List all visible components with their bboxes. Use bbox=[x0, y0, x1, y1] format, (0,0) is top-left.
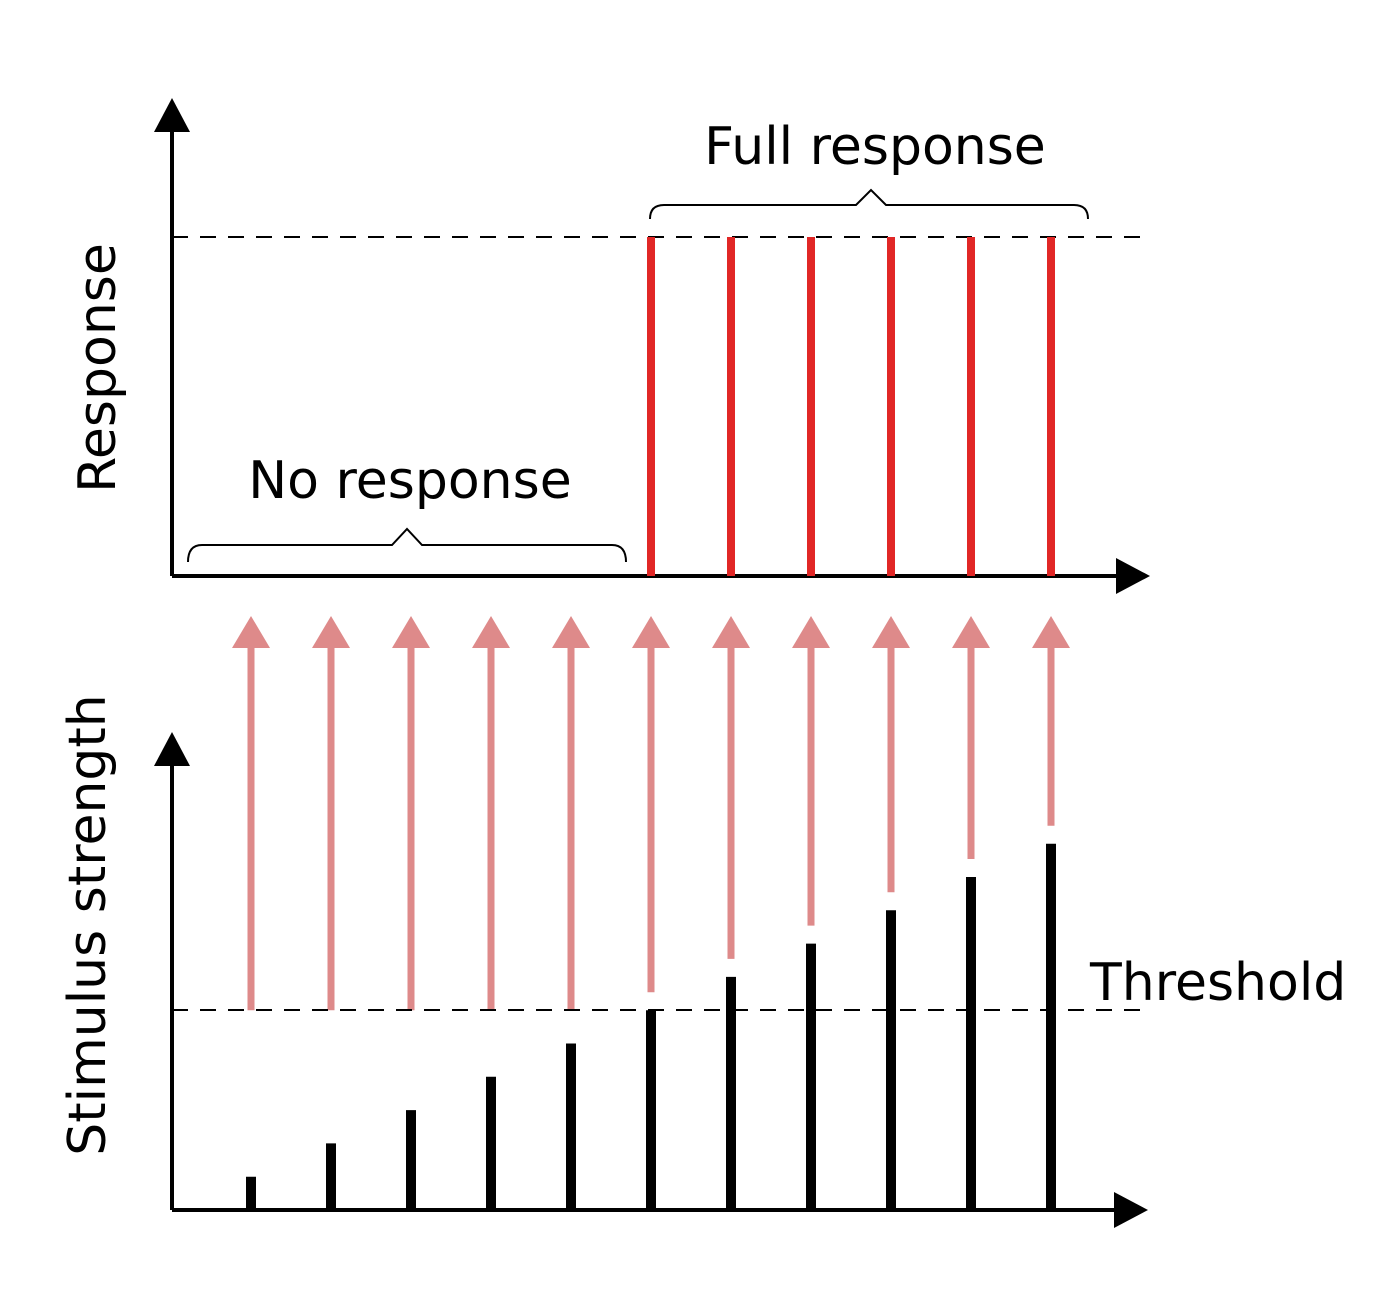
transmission-arrowhead bbox=[872, 616, 910, 648]
response-y-axis-arrowhead bbox=[154, 98, 190, 132]
threshold-label: Threshold bbox=[1089, 953, 1346, 1013]
transmission-arrowhead bbox=[392, 616, 430, 648]
transmission-arrowhead bbox=[552, 616, 590, 648]
transmission-arrowhead bbox=[712, 616, 750, 648]
stimulus-x-axis-arrowhead bbox=[1114, 1192, 1148, 1228]
stimulus-y-axis-arrowhead bbox=[154, 732, 190, 766]
stimulus-axis-label: Stimulus strength bbox=[58, 694, 118, 1156]
transmission-arrows bbox=[232, 616, 1070, 1011]
transmission-arrowhead bbox=[792, 616, 830, 648]
transmission-arrowhead bbox=[232, 616, 270, 648]
transmission-arrowhead bbox=[472, 616, 510, 648]
transmission-arrowhead bbox=[952, 616, 990, 648]
transmission-arrowhead bbox=[632, 616, 670, 648]
transmission-arrowhead bbox=[1032, 616, 1070, 648]
transmission-arrowhead bbox=[312, 616, 350, 648]
no-response-brace bbox=[187, 527, 627, 563]
stimulus-bars bbox=[246, 843, 1056, 1210]
response-x-axis-arrowhead bbox=[1116, 558, 1150, 594]
stimulus-panel: Threshold Stimulus strength bbox=[58, 694, 1346, 1228]
full-response-brace bbox=[649, 188, 1089, 220]
response-bars bbox=[647, 237, 1055, 576]
full-response-label: Full response bbox=[704, 117, 1046, 177]
response-panel: No response Full response Response bbox=[68, 98, 1150, 594]
no-response-label: No response bbox=[248, 451, 571, 511]
response-axis-label: Response bbox=[68, 243, 128, 493]
